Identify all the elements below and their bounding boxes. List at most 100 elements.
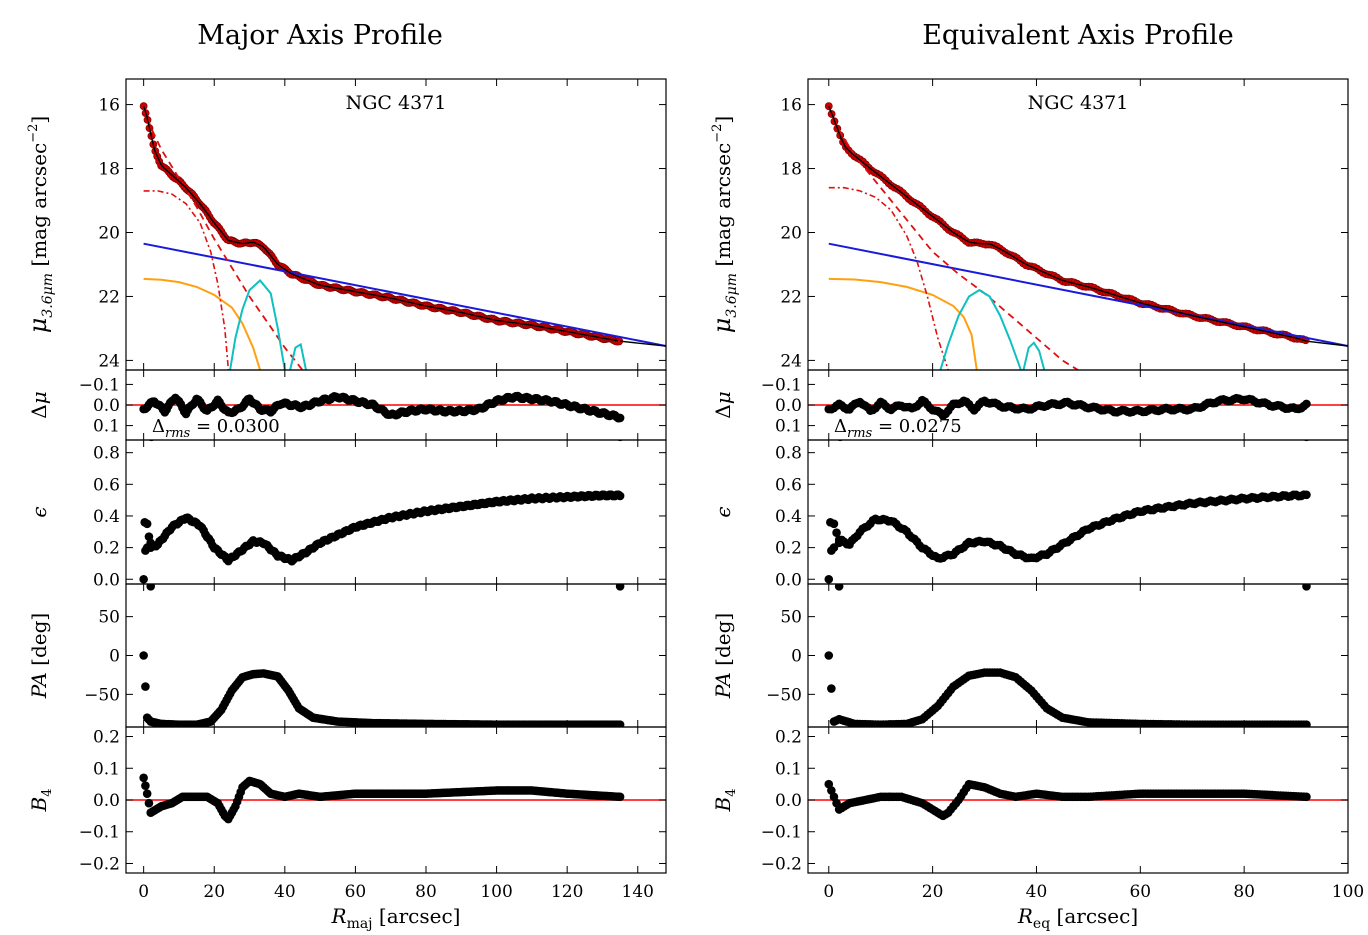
y-tick-label: 0.2 <box>775 539 802 559</box>
y-tick-label: −0.1 <box>79 823 120 843</box>
x-axis-label: Req [arcsec] <box>1017 904 1138 932</box>
y-tick-label: −50 <box>84 685 120 705</box>
dmu-data-series <box>824 393 1311 420</box>
y-tick-label: 0.1 <box>93 759 120 779</box>
data-point <box>824 651 834 660</box>
bar-line <box>828 277 978 370</box>
y-tick-label: −0.1 <box>761 823 802 843</box>
x-tick-label: 0 <box>138 882 149 902</box>
pa-data-series <box>139 584 625 727</box>
y-tick-label: 0.2 <box>775 728 802 748</box>
data-point <box>139 651 148 660</box>
b4-ylabel: B4 <box>711 789 739 813</box>
y-tick-label: 0.4 <box>775 507 802 527</box>
y-tick-label: −50 <box>766 685 802 705</box>
x-tick-label: 60 <box>345 882 367 902</box>
y-tick-label: 0.8 <box>93 444 120 464</box>
data-point <box>615 491 625 501</box>
y-tick-label: 50 <box>98 608 120 628</box>
y-tick-label: 20 <box>98 223 120 243</box>
pa-plot-area <box>824 584 1311 727</box>
major-axis-title: Major Axis Profile <box>197 20 443 51</box>
data-point <box>141 781 150 791</box>
pa-data-series <box>824 584 1311 727</box>
eps-ylabel: ϵ <box>711 506 735 517</box>
data-point <box>139 773 148 783</box>
data-point <box>144 798 154 808</box>
x-tick-label: 80 <box>415 882 437 902</box>
mu-ylabel: μ3.6μm [mag arcsec−2] <box>24 116 56 333</box>
y-tick-label: 0.6 <box>775 475 802 495</box>
total-model-line <box>828 105 1307 342</box>
mu-panel: NGC 4371 16 18 20 22 24 μ3.6μm [mag arcsec−2] <box>24 78 667 371</box>
b4-plot-area <box>808 779 1348 821</box>
y-tick-label: 0.0 <box>93 570 120 590</box>
eps-plot-area <box>139 440 625 584</box>
data-point <box>615 413 625 423</box>
disk-line <box>143 242 666 347</box>
y-tick-label: 0.1 <box>775 759 802 779</box>
y-tick-label: 18 <box>98 160 120 180</box>
data-point <box>142 789 152 798</box>
y-tick-label: 0.0 <box>93 791 120 811</box>
eps-panel: 0.0 0.2 0.4 0.6 0.8 ϵ <box>27 439 667 590</box>
x-tick-label: 0 <box>823 882 834 902</box>
model-extension-line <box>620 340 666 347</box>
x-tick-label: 60 <box>1129 882 1151 902</box>
eps-ylabel: ϵ <box>27 506 51 517</box>
y-tick-label: 0.2 <box>93 728 120 748</box>
y-tick-label: 0.2 <box>93 539 120 559</box>
major-axis-column: Major Axis Profile NGC 4371 16 18 20 22 24 μ3.… <box>24 20 667 932</box>
x-axis-label: Rmaj [arcsec] <box>331 904 461 932</box>
mu-ylabel: μ3.6μm [mag arcsec−2] <box>708 116 740 333</box>
ring-1-line <box>939 288 1022 370</box>
y-tick-label: 0.1 <box>93 417 120 437</box>
y-tick-label: 0.0 <box>93 396 120 416</box>
eps-frame <box>807 439 1349 585</box>
x-tick-label: 20 <box>203 882 225 902</box>
x-tick-label: 120 <box>551 882 583 902</box>
data-point <box>1302 399 1311 409</box>
dmu-panel: Δrms = 0.0275 −0.10.00.1 Δμ <box>711 369 1349 441</box>
eps-data-series <box>824 440 1311 584</box>
inner-component-line <box>143 190 230 370</box>
y-tick-label: 16 <box>780 96 802 116</box>
bulge-line <box>827 107 1079 370</box>
b4-data-series <box>824 779 1311 821</box>
model-extension-line <box>1306 340 1348 347</box>
y-tick-label: −0.1 <box>79 375 120 395</box>
dmu-panel: Δrms = 0.0300 −0.10.00.1 Δμ <box>27 369 667 441</box>
x-tick-label: 100 <box>480 882 512 902</box>
pa-ylabel: PA [deg] <box>27 613 51 699</box>
mu-panel: NGC 4371 16 18 20 22 24 μ3.6μm [mag arcsec−2] <box>708 78 1349 371</box>
eps-data-series <box>139 440 625 584</box>
data-point <box>834 538 844 548</box>
b4-ylabel: B4 <box>27 789 55 813</box>
pa-frame <box>807 583 1349 728</box>
dmu-plot-area <box>126 391 666 423</box>
data-point <box>1302 584 1311 591</box>
dmu-data-series <box>139 391 625 423</box>
x-tick-label: 140 <box>622 882 654 902</box>
data-point <box>1302 720 1311 727</box>
y-tick-label: 0.1 <box>775 417 802 437</box>
y-tick-label: 0.4 <box>93 507 120 527</box>
dmu-ylabel: Δμ <box>711 391 735 418</box>
y-tick-label: 0.6 <box>93 475 120 495</box>
dmu-ylabel: Δμ <box>27 391 51 418</box>
data-point <box>615 792 625 802</box>
mu-plot-area <box>139 102 666 370</box>
b4-plot-area <box>126 773 666 824</box>
b4-data-series <box>139 773 625 824</box>
y-tick-label: 0 <box>109 647 120 667</box>
x-tick-label: 80 <box>1233 882 1255 902</box>
equivalent-axis-title: Equivalent Axis Profile <box>922 20 1234 51</box>
pa-plot-area <box>139 584 625 727</box>
total-model-line <box>142 105 619 342</box>
y-tick-label: −0.2 <box>79 854 120 874</box>
data-point <box>140 517 150 527</box>
y-tick-label: 0.0 <box>775 791 802 811</box>
y-tick-label: 20 <box>780 223 802 243</box>
bulge-line <box>142 107 304 370</box>
